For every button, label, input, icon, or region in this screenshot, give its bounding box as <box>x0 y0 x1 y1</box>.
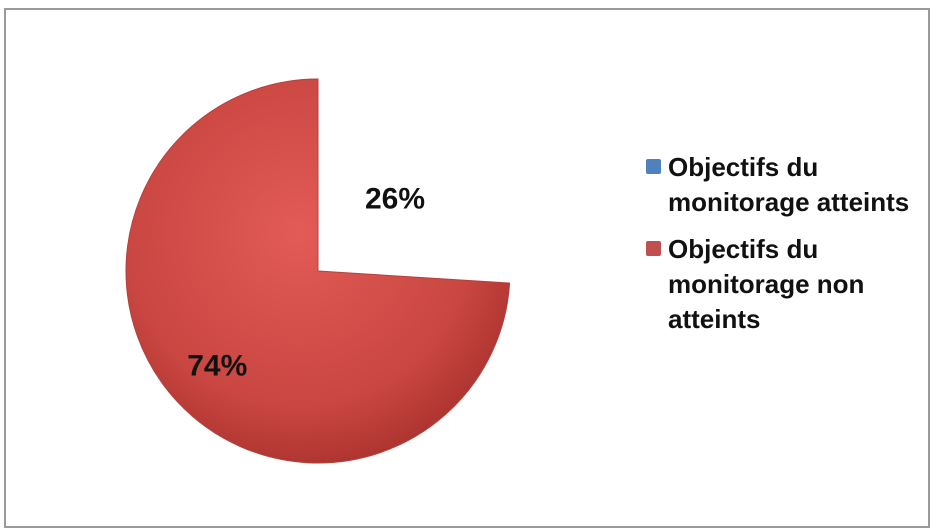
legend-swatch-blue <box>646 159 661 174</box>
pie-label-non-atteints: 74% <box>187 350 247 383</box>
legend: Objectifs du monitorage atteints Objecti… <box>646 150 926 349</box>
pie-label-atteints: 26% <box>365 183 425 216</box>
pie-slice-atteints <box>318 79 510 284</box>
legend-swatch-red <box>646 241 661 256</box>
legend-label: Objectifs du monitorage non atteints <box>668 234 865 334</box>
legend-item-non-atteints: Objectifs du monitorage non atteints <box>646 232 926 337</box>
pie-slice-non-atteints <box>125 78 511 464</box>
legend-item-atteints: Objectifs du monitorage atteints <box>646 150 926 220</box>
pie-chart: 26% 74% <box>125 78 511 464</box>
legend-label: Objectifs du monitorage atteints <box>668 152 910 217</box>
